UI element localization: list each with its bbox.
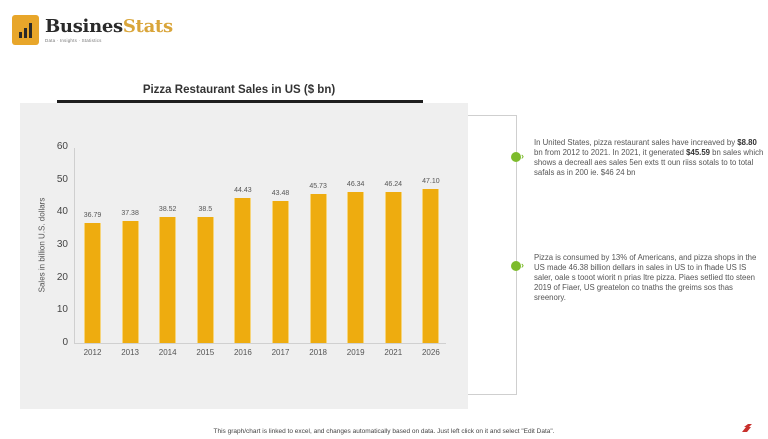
bracket-bottom bbox=[468, 394, 517, 395]
bar-2012[interactable] bbox=[84, 222, 101, 343]
brand-logo: BusinesStats Data · Insights · Statistic… bbox=[12, 15, 173, 45]
y-tick-label: 0 bbox=[62, 337, 68, 348]
corner-arrow-icon bbox=[742, 424, 752, 432]
bar-2026[interactable] bbox=[422, 189, 440, 343]
bar-chart-logo-icon bbox=[12, 15, 39, 45]
chart-title: Pizza Restaurant Sales in US ($ bn) bbox=[142, 84, 336, 96]
chevron-right-icon: › bbox=[521, 260, 524, 270]
bar-2019[interactable] bbox=[347, 191, 365, 343]
bar-value-label: 46.34 bbox=[346, 180, 365, 188]
brand-tagline: Data · Insights · Statistics bbox=[45, 37, 102, 43]
x-tick-label: 2018 bbox=[309, 348, 327, 357]
bar-2018[interactable] bbox=[309, 193, 327, 343]
bullet-dot-icon bbox=[511, 261, 521, 271]
y-tick-label: 50 bbox=[56, 173, 68, 185]
x-tick-label: 2016 bbox=[233, 348, 252, 357]
y-axis bbox=[74, 148, 75, 343]
bar-2013[interactable] bbox=[121, 220, 139, 343]
bar-2016[interactable] bbox=[234, 197, 252, 343]
y-tick-label: 60 bbox=[56, 141, 68, 152]
bar-2014[interactable] bbox=[159, 217, 177, 343]
bar-value-label: 47.10 bbox=[422, 178, 440, 186]
bullet-dot-icon bbox=[511, 152, 521, 162]
x-tick-label: 2026 bbox=[421, 348, 440, 357]
x-tick-label: 2014 bbox=[158, 348, 177, 357]
y-tick-label: 30 bbox=[56, 239, 68, 250]
insight-note-2: Pizza is consumed by 13% of Americans, a… bbox=[534, 253, 757, 302]
bar-value-label: 38.5 bbox=[198, 206, 213, 214]
y-tick-label: 20 bbox=[56, 271, 68, 283]
bar-value-label: 43.48 bbox=[271, 189, 290, 197]
bar-value-label: 45.73 bbox=[309, 182, 327, 190]
bar-value-label: 36.79 bbox=[83, 211, 102, 219]
bar-value-label: 37.38 bbox=[121, 209, 139, 217]
x-tick-label: 2015 bbox=[196, 348, 215, 357]
brand-name: BusinesStats bbox=[45, 15, 173, 37]
x-tick-label: 2019 bbox=[346, 348, 365, 357]
bar-value-label: 44.43 bbox=[234, 186, 252, 194]
bracket-line bbox=[516, 115, 517, 395]
bar-value-label: 46.24 bbox=[384, 180, 403, 188]
bar-2015[interactable] bbox=[196, 217, 214, 343]
insight-note-1: In United States, pizza restaurant sales… bbox=[534, 138, 764, 177]
bar-value-label: 38.52 bbox=[158, 206, 177, 214]
title-underline bbox=[57, 100, 423, 103]
x-tick-label: 2012 bbox=[83, 348, 102, 357]
bar-2017[interactable] bbox=[272, 200, 289, 343]
x-tick-label: 2013 bbox=[121, 348, 139, 357]
y-tick-label: 10 bbox=[56, 304, 68, 316]
y-tick-label: 40 bbox=[56, 206, 68, 218]
bar-2021[interactable] bbox=[384, 191, 402, 343]
bracket-top bbox=[468, 115, 517, 116]
x-axis bbox=[74, 343, 446, 344]
footer-note: This graph/chart is linked to excel, and… bbox=[213, 428, 555, 435]
x-tick-label: 2021 bbox=[384, 348, 403, 357]
chevron-right-icon: › bbox=[521, 151, 524, 161]
x-tick-label: 2017 bbox=[271, 348, 290, 357]
